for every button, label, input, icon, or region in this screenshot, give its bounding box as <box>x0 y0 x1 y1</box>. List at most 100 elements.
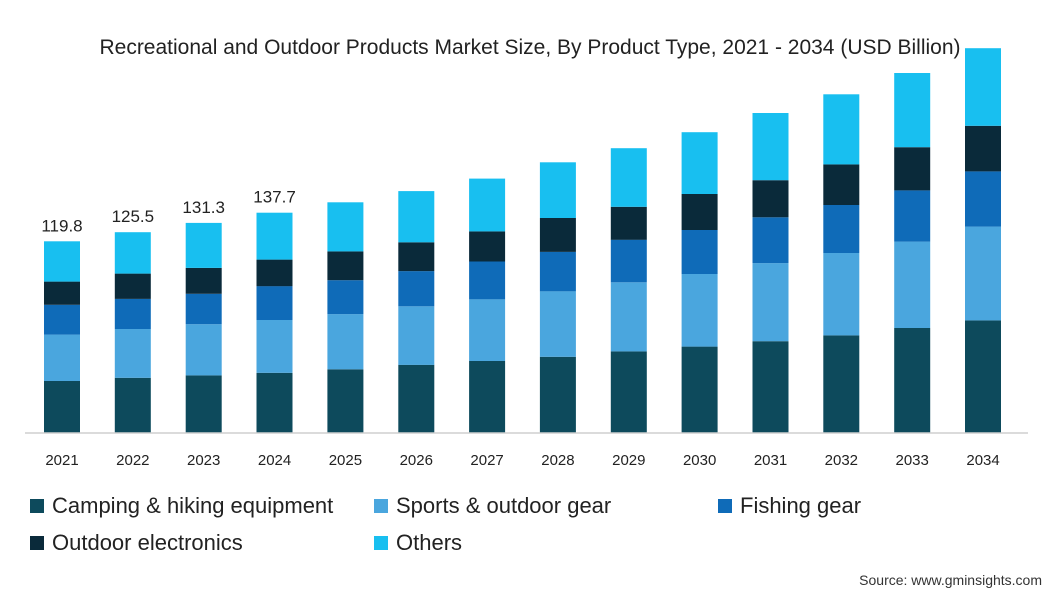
bar-segment <box>398 364 435 433</box>
bar-segment <box>327 251 364 281</box>
legend-item-electronics: Outdoor electronics <box>30 530 243 556</box>
bar-segment <box>965 48 1001 126</box>
source-note: Source: www.gminsights.com <box>859 572 1042 588</box>
bar-segment <box>752 341 789 433</box>
bar-segment <box>469 178 506 232</box>
bar-segment <box>610 239 647 283</box>
total-value-label: 119.8 <box>41 216 82 235</box>
bar-segment <box>681 194 718 230</box>
total-labels: 119.8 125.5 131.3 137.7 <box>41 188 295 236</box>
bar-segment <box>539 356 576 433</box>
bar-segment <box>398 242 435 272</box>
bars-group <box>44 48 1001 433</box>
stacked-bar-chart: 2021 2022 2023 2024 2025 2026 2027 2028 2029 2030… <box>25 48 1028 469</box>
bar-segment <box>823 164 860 205</box>
x-tick-label: 2025 <box>329 452 362 469</box>
bar-segment <box>44 304 80 335</box>
bar-segment <box>44 381 80 433</box>
bar-segment <box>114 273 151 299</box>
x-tick-label: 2028 <box>541 452 574 469</box>
bar-segment <box>398 191 435 243</box>
bar-segment <box>752 217 789 264</box>
legend-item-others: Others <box>374 530 462 556</box>
x-tick-labels: 2021 2022 2023 2024 2025 2026 2027 2028 2029 2030… <box>45 452 999 469</box>
bar-segment <box>539 251 576 292</box>
bar-segment <box>44 334 80 381</box>
total-value-label: 137.7 <box>253 188 296 207</box>
bar-segment <box>327 202 364 252</box>
bar-segment <box>681 274 718 347</box>
bar-segment <box>398 306 435 365</box>
bar-segment <box>327 369 364 433</box>
x-tick-label: 2030 <box>683 452 716 469</box>
bar-segment <box>327 314 364 370</box>
bar-segment <box>539 291 576 357</box>
legend-swatch <box>374 499 388 513</box>
bar-segment <box>752 263 789 342</box>
legend-swatch <box>30 536 44 550</box>
bar-segment <box>752 113 789 181</box>
bar-segment <box>965 320 1001 433</box>
bar-segment <box>185 222 222 268</box>
legend-swatch <box>374 536 388 550</box>
total-value-label: 131.3 <box>182 198 225 217</box>
bar-segment <box>894 73 931 148</box>
bar-segment <box>894 147 931 191</box>
legend-label: Outdoor electronics <box>52 530 243 555</box>
bar-segment <box>469 231 506 262</box>
bar-segment <box>469 261 506 300</box>
bar-segment <box>539 162 576 218</box>
bar-segment <box>44 281 80 305</box>
bar-segment <box>185 293 222 325</box>
bar-segment <box>256 372 293 433</box>
bar-segment <box>114 232 151 274</box>
bar-segment <box>114 329 151 378</box>
chart-title: Recreational and Outdoor Products Market… <box>99 36 961 59</box>
bar-segment <box>681 230 718 274</box>
total-value-label: 125.5 <box>112 207 155 226</box>
x-tick-label: 2032 <box>825 452 858 469</box>
legend-item-sports: Sports & outdoor gear <box>374 493 611 519</box>
x-tick-label: 2031 <box>754 452 787 469</box>
bar-segment <box>185 375 222 433</box>
bar-segment <box>256 212 293 260</box>
x-tick-label: 2022 <box>116 452 149 469</box>
bar-segment <box>610 351 647 433</box>
bar-segment <box>965 125 1001 172</box>
legend-label: Fishing gear <box>740 493 862 518</box>
legend-swatch <box>718 499 732 513</box>
bar-segment <box>539 218 576 252</box>
bar-segment <box>469 299 506 361</box>
legend-swatch <box>30 499 44 513</box>
bar-segment <box>114 298 151 329</box>
bar-segment <box>469 361 506 433</box>
x-tick-label: 2021 <box>45 452 78 469</box>
legend-label: Others <box>396 530 463 555</box>
bar-segment <box>681 132 718 194</box>
bar-segment <box>185 324 222 376</box>
bar-segment <box>114 377 151 433</box>
x-tick-label: 2033 <box>896 452 929 469</box>
bar-segment <box>610 282 647 352</box>
legend-label: Sports & outdoor gear <box>396 493 612 518</box>
bar-segment <box>256 259 293 287</box>
bar-segment <box>823 205 860 253</box>
bar-segment <box>894 241 931 328</box>
x-tick-label: 2034 <box>966 452 999 469</box>
bar-segment <box>327 280 364 315</box>
x-tick-label: 2023 <box>187 452 220 469</box>
bar-segment <box>256 286 293 320</box>
bar-segment <box>894 328 931 433</box>
bar-segment <box>823 253 860 336</box>
bar-segment <box>610 148 647 207</box>
bar-segment <box>256 320 293 373</box>
bar-segment <box>752 180 789 218</box>
bar-segment <box>681 346 718 433</box>
legend: Camping & hiking equipment Sports & outd… <box>30 493 990 573</box>
bar-segment <box>894 190 931 242</box>
legend-item-camping: Camping & hiking equipment <box>30 493 333 519</box>
x-tick-label: 2026 <box>400 452 433 469</box>
bar-segment <box>823 335 860 433</box>
bar-segment <box>965 171 1001 227</box>
bar-segment <box>610 206 647 240</box>
